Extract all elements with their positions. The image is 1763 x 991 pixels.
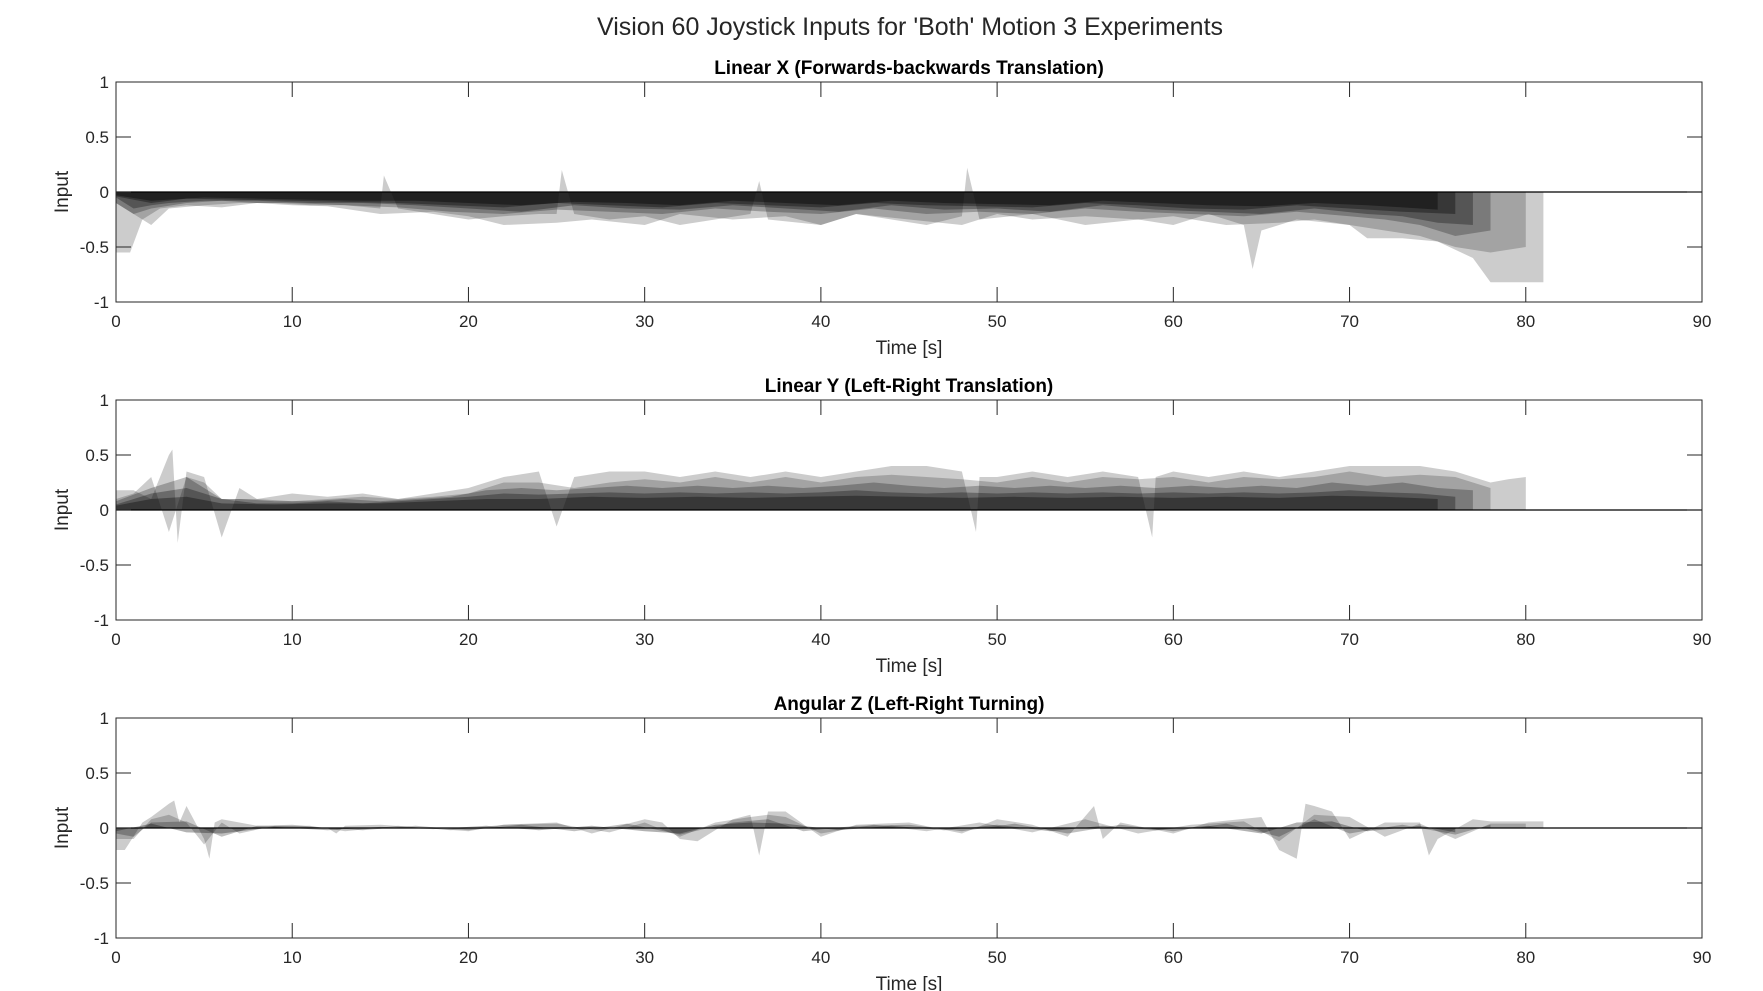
x-tick-label: 10 (283, 948, 302, 967)
x-tick-label: 50 (988, 312, 1007, 331)
series-area (116, 192, 1438, 210)
x-tick-label: 10 (283, 312, 302, 331)
y-tick-label: 0.5 (85, 764, 109, 783)
series-area (116, 471, 1491, 532)
x-tick-label: 60 (1164, 948, 1183, 967)
series-area (116, 192, 1456, 214)
y-axis-label: Input (52, 488, 73, 531)
y-tick-label: -0.5 (80, 556, 109, 575)
x-axis-label: Time [s] (876, 656, 943, 677)
series-area (116, 477, 1473, 510)
panel-2: 0 10 20 30 40 50 60 70 80 90 1 0.5 0 -0.5 -1 Linear Y (… (52, 376, 1711, 677)
x-tick-label: 0 (111, 630, 120, 649)
x-tick-label: 0 (111, 948, 120, 967)
y-tick-label: 1 (100, 709, 109, 728)
y-tick-label: -1 (94, 611, 109, 630)
series-area (116, 814, 1526, 845)
x-tick-label: 50 (988, 948, 1007, 967)
x-tick-label: 70 (1340, 312, 1359, 331)
y-tick-label: 0.5 (85, 128, 109, 147)
x-tick-label: 60 (1164, 630, 1183, 649)
y-tick-label: -0.5 (80, 238, 109, 257)
x-tick-label: 70 (1340, 630, 1359, 649)
series-group (116, 449, 1526, 543)
y-tick-label: 0 (100, 819, 109, 838)
x-tick-label: 80 (1516, 312, 1535, 331)
x-axis-label: Time [s] (876, 974, 943, 991)
x-tick-label: 30 (635, 312, 654, 331)
series-area (116, 192, 1473, 225)
x-tick-label: 20 (459, 948, 478, 967)
x-tick-label: 40 (811, 312, 830, 331)
y-tick-label: 1 (100, 73, 109, 92)
x-tick-label: 90 (1693, 630, 1712, 649)
y-tick-label: -1 (94, 929, 109, 948)
x-tick-label: 0 (111, 312, 120, 331)
panel-title: Linear X (Forwards-backwards Translation… (714, 58, 1104, 79)
x-tick-label: 40 (811, 948, 830, 967)
y-axis-label: Input (52, 806, 73, 849)
y-axis-label: Input (52, 170, 73, 213)
series-group (116, 167, 1544, 283)
series-area (116, 495, 1438, 510)
series-area (116, 800, 1544, 859)
y-tick-label: -0.5 (80, 874, 109, 893)
series-area (116, 167, 1526, 253)
x-tick-label: 30 (635, 630, 654, 649)
x-tick-label: 70 (1340, 948, 1359, 967)
figure-title: Vision 60 Joystick Inputs for 'Both' Mot… (597, 13, 1223, 41)
x-tick-label: 90 (1693, 312, 1712, 331)
y-tick-label: 0.5 (85, 446, 109, 465)
panel-3: 0 10 20 30 40 50 60 70 80 90 1 0.5 0 -0.5 -1 Angular Z … (52, 694, 1711, 991)
panel-1: 0 10 20 30 40 50 60 70 80 90 1 0.5 0 -0.5 -1 Linear X (… (52, 58, 1711, 359)
series-area (116, 488, 1456, 510)
x-tick-label: 50 (988, 630, 1007, 649)
x-tick-label: 60 (1164, 312, 1183, 331)
y-tick-label: -1 (94, 293, 109, 312)
x-tick-label: 30 (635, 948, 654, 967)
y-tick-label: 1 (100, 391, 109, 410)
y-tick-label: 0 (100, 501, 109, 520)
series-area (116, 449, 1526, 543)
x-axis-label: Time [s] (876, 338, 943, 359)
x-tick-label: 40 (811, 630, 830, 649)
panel-title: Linear Y (Left-Right Translation) (765, 376, 1054, 397)
x-tick-label: 80 (1516, 948, 1535, 967)
x-tick-label: 10 (283, 630, 302, 649)
x-tick-label: 20 (459, 630, 478, 649)
panel-title: Angular Z (Left-Right Turning) (774, 694, 1045, 715)
series-area (116, 192, 1491, 236)
series-area (116, 192, 1544, 283)
y-tick-label: 0 (100, 183, 109, 202)
x-tick-label: 20 (459, 312, 478, 331)
x-tick-label: 90 (1693, 948, 1712, 967)
x-tick-label: 80 (1516, 630, 1535, 649)
